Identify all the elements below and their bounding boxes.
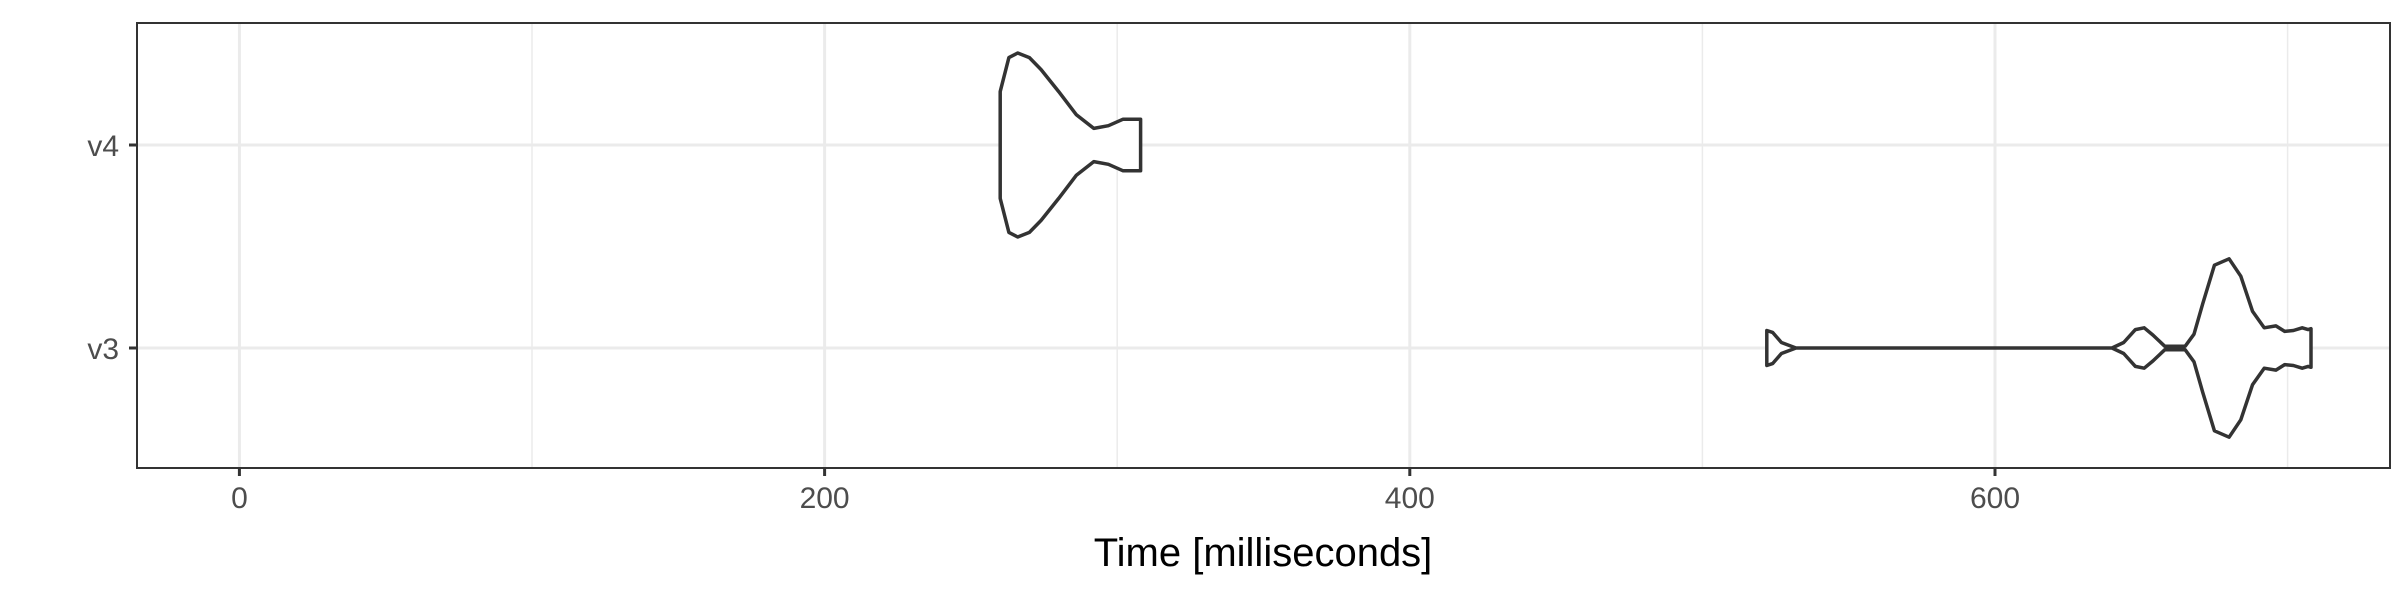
x-tick-label: 400 (1385, 482, 1435, 515)
x-tick-label: 200 (800, 482, 850, 515)
x-axis-title: Time [milliseconds] (1094, 531, 1433, 575)
violin-v3 (1765, 257, 2313, 439)
violin-v4 (998, 51, 1143, 239)
axes: 0 200 400 600 v3 v4 (87, 130, 2020, 515)
y-tick-label: v4 (87, 130, 119, 163)
violins (998, 51, 2313, 439)
y-tick-label: v3 (87, 333, 119, 366)
panel-border (136, 22, 2391, 469)
x-tick-label: 0 (231, 482, 248, 515)
x-tick-label: 600 (1970, 482, 2020, 515)
plot-background (137, 23, 2390, 468)
